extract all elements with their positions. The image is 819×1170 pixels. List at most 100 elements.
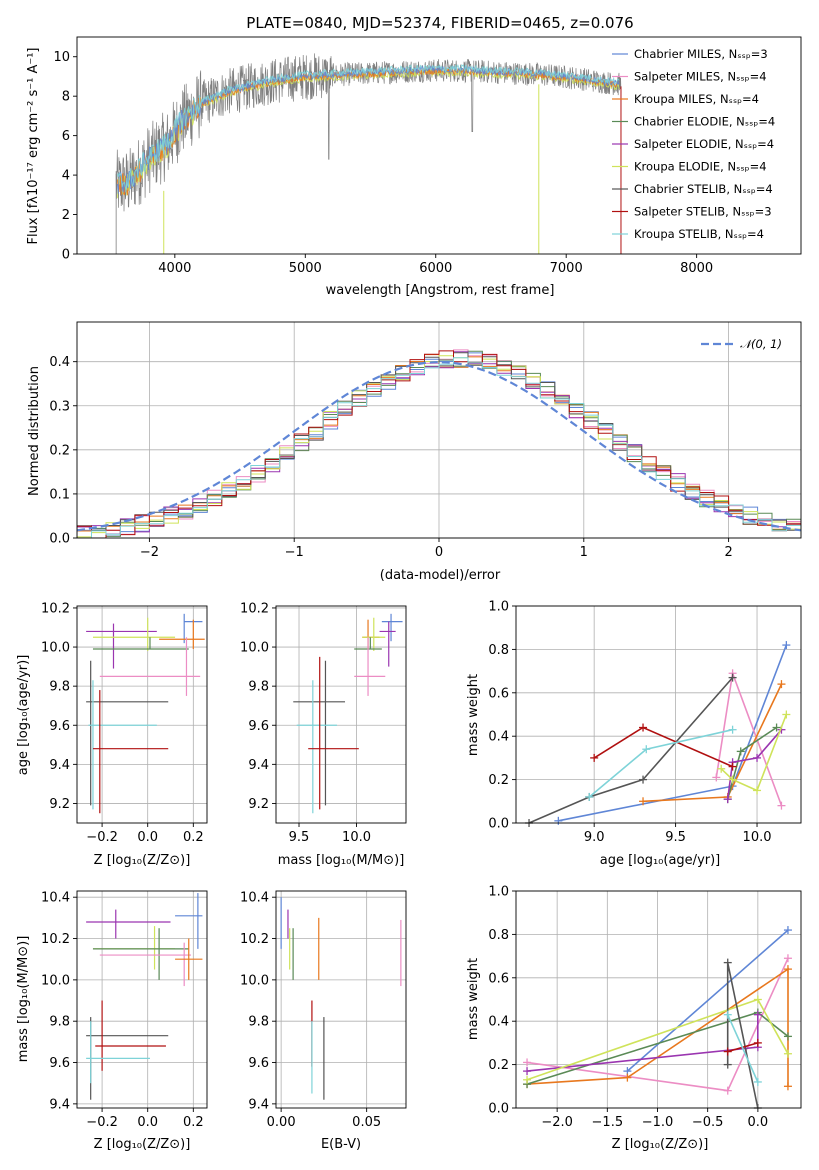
series-group bbox=[523, 926, 792, 1112]
y-tick-label: 0.8 bbox=[488, 643, 509, 658]
y-tick-label: 0.3 bbox=[49, 399, 70, 414]
y-tick-label: 0.4 bbox=[488, 730, 509, 745]
model-fit-krou_stel bbox=[116, 63, 620, 193]
series-point-krou_elod bbox=[523, 1075, 532, 1084]
y-tick-label: 9.2 bbox=[49, 797, 70, 812]
weight-vs-metallicity-ylabel: mass weight bbox=[466, 958, 481, 1040]
y-tick-label: 0.6 bbox=[488, 971, 509, 986]
series-point-krou_elod bbox=[717, 764, 726, 773]
x-tick-label: −0.5 bbox=[692, 1115, 724, 1130]
age-vs-metallicity-panel: Z [log₁₀(Z/Z⊙)] age [log₁₀(age/yr)] −0.2… bbox=[16, 601, 208, 868]
errorbar-krou_miles bbox=[159, 619, 205, 650]
y-tick-label: 0.4 bbox=[488, 1015, 509, 1030]
tick-labels: 9.0 9.5 10.0 0.0 0.2 0.4 0.6 0.8 1.0 bbox=[488, 600, 771, 846]
x-tick-label: 0.2 bbox=[183, 1115, 204, 1130]
residuals-panel: (data-model)/error Normed distribution −… bbox=[27, 321, 802, 583]
series-point-chab_elod bbox=[736, 747, 745, 756]
grid-lines bbox=[276, 891, 406, 1108]
tick-labels: −2.0 −1.5 −1.0 −0.5 0.0 0.0 0.2 0.4 0.6 0.8 1.0 bbox=[488, 885, 768, 1131]
y-tick-label: 9.8 bbox=[248, 1015, 269, 1030]
x-tick-label: 4000 bbox=[158, 261, 191, 276]
series-point-krou_elod bbox=[753, 995, 762, 1004]
model-fit-chab_miles bbox=[116, 65, 620, 194]
legend-label-krou_elod: Kroupa ELODIE, Nₛₛₚ=4 bbox=[634, 160, 767, 174]
series-point-krou_miles bbox=[777, 680, 786, 689]
model-fit-krou_miles bbox=[116, 66, 620, 196]
y-tick-label: 8 bbox=[62, 90, 70, 105]
x-tick-label: 0.05 bbox=[352, 1115, 381, 1130]
series-point-salp_stel bbox=[753, 1038, 762, 1047]
y-tick-label: 0.2 bbox=[49, 443, 70, 458]
errorbar-chab_miles bbox=[381, 613, 403, 642]
errorbar-krou_stel bbox=[88, 680, 157, 810]
y-tick-label: 2 bbox=[62, 208, 70, 223]
x-tick-label: 0.2 bbox=[183, 830, 204, 845]
series-point-salp_elod bbox=[523, 1067, 532, 1076]
legend-label-salp_elod: Salpeter ELODIE, Nₛₛₚ=4 bbox=[634, 137, 774, 151]
x-tick-label: −2.0 bbox=[541, 1115, 573, 1130]
x-tick-label: 10.0 bbox=[743, 830, 772, 845]
series-point-chab_stel bbox=[723, 958, 732, 967]
series-point-chab_elod bbox=[772, 723, 781, 732]
errorbars bbox=[280, 897, 402, 1100]
x-tick-label: −1.0 bbox=[642, 1115, 674, 1130]
grid-lines bbox=[276, 606, 406, 823]
series-point-chab_miles bbox=[783, 926, 792, 935]
x-tick-label: −1.5 bbox=[592, 1115, 624, 1130]
mass-vs-metallicity-ylabel: mass [log₁₀(M/M⊙)] bbox=[16, 936, 31, 1063]
tick-labels: −0.2 0.0 0.2 9.4 9.6 9.8 10.0 10.2 10.4 bbox=[41, 891, 204, 1130]
plot-frame bbox=[515, 890, 802, 1109]
series-point-krou_miles bbox=[783, 965, 792, 974]
age-vs-mass-panel: mass [log₁₀(M/M⊙)] 9.5 10.0 9.2 9.4 9.6 9.8 10… bbox=[240, 601, 407, 868]
y-tick-label: 6 bbox=[62, 129, 70, 144]
x-tick-label: 8000 bbox=[680, 261, 713, 276]
series-point-salp_miles bbox=[523, 1058, 532, 1067]
series-point-krou_elod bbox=[783, 1049, 792, 1058]
model-fit-krou_elod bbox=[116, 68, 620, 199]
legend-label-krou_miles: Kroupa MILES, Nₛₛₚ=4 bbox=[634, 92, 759, 106]
plot-frame bbox=[275, 890, 407, 1109]
spectrum-panel: PLATE=0840, MJD=52374, FIBERID=0465, z=0… bbox=[26, 14, 802, 298]
series-point-krou_miles bbox=[623, 1073, 632, 1082]
tick-labels: 4000 5000 6000 7000 8000 0 2 4 6 8 10 bbox=[53, 50, 713, 276]
series-point-chab_stel bbox=[728, 673, 737, 682]
x-tick-label: 9.0 bbox=[584, 830, 605, 845]
x-tick-label: 9.5 bbox=[289, 830, 310, 845]
spectrum-models bbox=[116, 63, 620, 199]
y-tick-label: 10.0 bbox=[41, 641, 70, 656]
errorbar-salp_miles bbox=[99, 942, 192, 987]
histograms bbox=[77, 349, 801, 538]
series-point-krou_stel bbox=[642, 745, 651, 754]
errorbar-salp_stel bbox=[95, 1000, 166, 1071]
errorbar-salp_miles bbox=[354, 637, 386, 696]
errorbar-chab_elod bbox=[92, 928, 189, 980]
series-point-chab_stel bbox=[723, 1060, 732, 1069]
legend-label-chab_stel: Chabrier STELIB, Nₛₛₚ=4 bbox=[634, 182, 773, 196]
errorbar-salp_miles bbox=[99, 637, 201, 696]
errorbar-chab_stel bbox=[86, 660, 169, 806]
y-tick-label: 9.4 bbox=[248, 758, 269, 773]
errorbar-chab_miles bbox=[175, 893, 203, 949]
x-tick-label: −0.2 bbox=[86, 830, 118, 845]
spectrum-xlabel: wavelength [Angstrom, rest frame] bbox=[326, 283, 555, 298]
x-tick-label: 9.5 bbox=[665, 830, 686, 845]
series-point-salp_stel bbox=[723, 1047, 732, 1056]
y-tick-label: 9.6 bbox=[248, 719, 269, 734]
series-point-chab_miles bbox=[782, 641, 791, 650]
y-tick-label: 9.4 bbox=[49, 1097, 70, 1112]
legend-label-krou_stel: Kroupa STELIB, Nₛₛₚ=4 bbox=[634, 227, 764, 241]
series-line-chab_miles bbox=[626, 929, 789, 1072]
errorbar-salp_stel bbox=[92, 690, 169, 814]
spectrum-data bbox=[115, 53, 622, 254]
errorbars bbox=[86, 893, 203, 1100]
series-point-salp_stel bbox=[639, 723, 648, 732]
series-line-salp_elod bbox=[726, 729, 783, 800]
y-tick-label: 10.4 bbox=[240, 891, 269, 906]
errorbar-salp_elod bbox=[86, 909, 171, 939]
series-point-chab_stel bbox=[639, 775, 648, 784]
spectrum-legend: Chabrier MILES, Nₛₛₚ=3 Salpeter MILES, Nₛ… bbox=[612, 47, 775, 241]
x-tick-label: 6000 bbox=[419, 261, 452, 276]
legend-label-normal: 𝒩(0, 1) bbox=[740, 337, 782, 351]
series-point-chab_miles bbox=[554, 816, 563, 825]
